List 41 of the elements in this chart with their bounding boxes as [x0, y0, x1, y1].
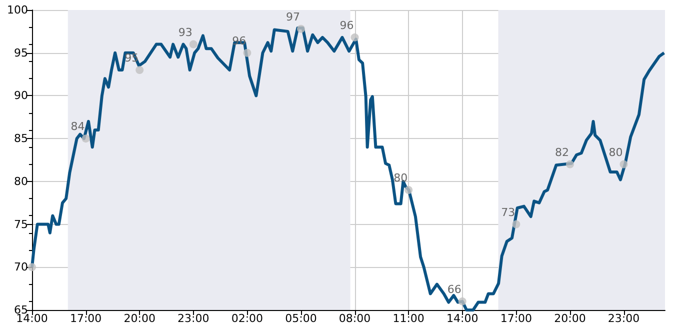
x-tick-label: 23:00 — [608, 312, 640, 325]
y-tick-label: 80 — [14, 174, 28, 188]
x-tick-label: 20:00 — [554, 312, 586, 325]
y-tick-label: 95 — [14, 46, 28, 60]
x-tick-label: 05:00 — [285, 312, 317, 325]
annotation: 80 — [608, 146, 623, 159]
x-tick-label: 14:00 — [16, 312, 48, 325]
point — [28, 263, 36, 272]
point — [404, 186, 413, 194]
annotation: 80 — [394, 172, 408, 184]
x-tick-label: 20:00 — [124, 312, 156, 325]
x-tick-label: 14:00 — [446, 312, 478, 325]
y-tick-label: 70 — [14, 260, 28, 274]
annotation: 82 — [554, 146, 569, 159]
point — [296, 24, 305, 33]
x-tick-label: 11:00 — [392, 312, 424, 325]
annotation: 96 — [340, 18, 354, 32]
point — [620, 160, 628, 168]
y-tick-label: 85 — [14, 132, 28, 146]
point — [136, 66, 144, 74]
y-tick-label: 90 — [14, 89, 28, 102]
point — [189, 40, 198, 48]
annotation: 93 — [178, 26, 192, 39]
point — [243, 48, 252, 57]
y-tick-label: 75 — [14, 218, 28, 231]
point — [512, 220, 520, 228]
x-tick-label: 02:00 — [231, 312, 264, 325]
x-tick-label: 23:00 — [178, 312, 210, 325]
y-tick-label: 100 — [7, 4, 28, 16]
point — [458, 297, 466, 306]
annotation: 73 — [501, 206, 516, 219]
annotation: 97 — [286, 10, 300, 24]
annotation: 66 — [447, 282, 462, 296]
x-tick-label: 17:00 — [70, 312, 102, 325]
point — [566, 160, 574, 168]
x-tick-label: 08:00 — [338, 312, 371, 325]
point — [350, 33, 359, 42]
x-tick-label: 17:00 — [500, 312, 532, 325]
annotation: 96 — [232, 34, 246, 48]
annotation: 84 — [70, 120, 85, 134]
point — [82, 134, 90, 143]
